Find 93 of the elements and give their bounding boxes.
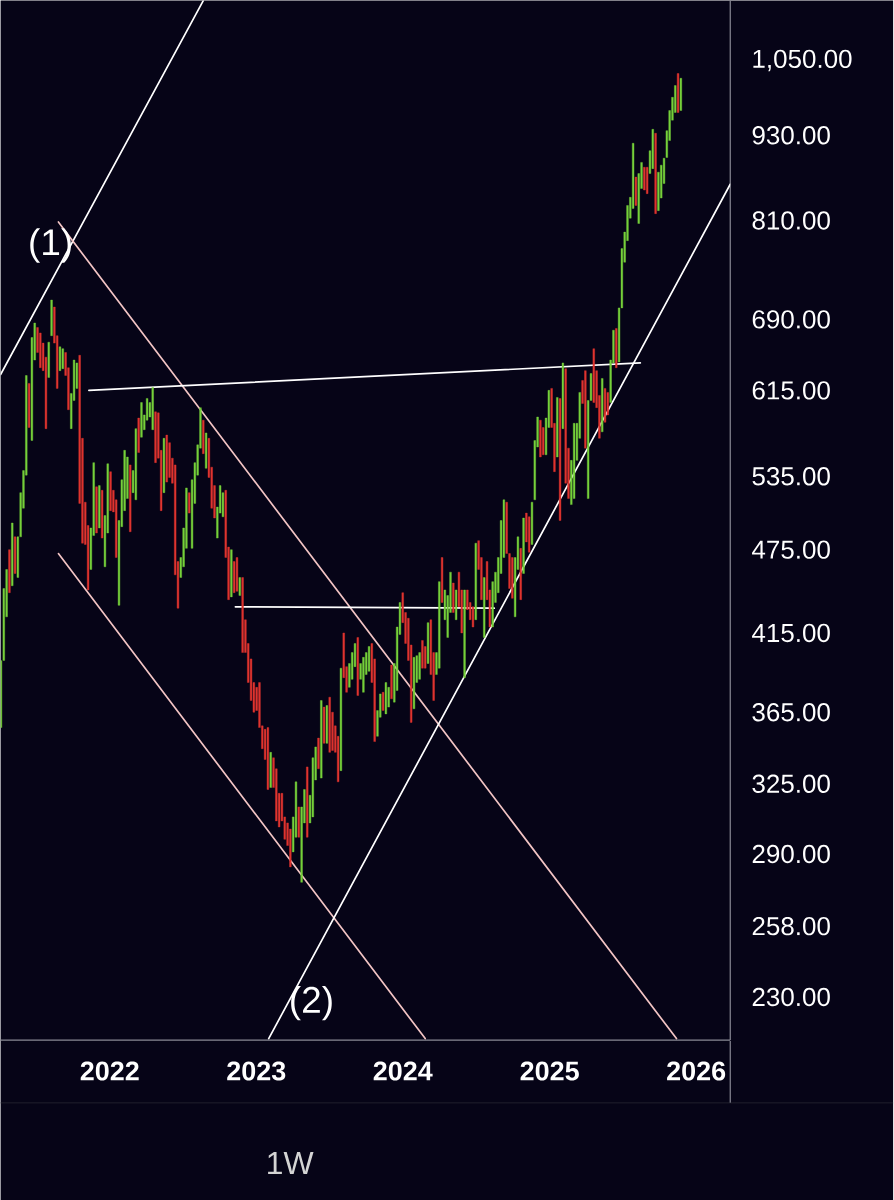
y-tick-label: 365.00 [752,703,831,722]
candlestick [522,517,525,574]
x-tick-label: 2022 [80,1061,139,1081]
candlestick [382,692,385,711]
y-tick-label: 325.00 [752,774,831,793]
y-tick-label: 535.00 [752,467,831,486]
candlestick [188,492,191,514]
candlestick [441,557,444,603]
candlestick [561,362,565,429]
annotation: (1) [30,228,72,263]
candlestick [584,370,587,449]
candlestick [340,667,343,771]
candlestick [241,577,244,653]
candlestick [511,557,514,599]
candlestick [615,328,618,368]
y-tick-label: 258.00 [752,916,831,936]
candlestick [559,398,562,521]
candlestick [151,387,154,430]
candlestick [236,557,239,592]
x-tick-label: 2026 [667,1061,726,1081]
candlestick [384,682,388,715]
candlestick [455,589,458,620]
candlestick [390,664,393,700]
candlestick [101,490,104,539]
y-tick-label: 930.00 [752,126,831,145]
x-tick-label: 2023 [227,1061,286,1081]
candlestick [14,536,17,574]
candlestick [205,432,208,469]
candlestick [474,543,478,620]
candlestick [556,397,559,458]
candlestick [643,167,646,191]
candlestick [95,486,98,534]
candlestick [519,548,522,600]
candlestick [154,411,157,463]
candlestick [320,700,323,779]
y-tick-label: 290.00 [752,844,831,864]
candlestick [98,485,101,529]
y-tick-label: 615.00 [752,381,831,400]
candlestick [266,727,270,790]
candlestick [28,383,31,428]
candlestick [528,516,531,553]
x-tick-label: 2024 [373,1061,433,1081]
candlestick [646,167,649,194]
candlestick [50,299,53,336]
candlestick [297,806,301,838]
candlestick [472,606,475,628]
candlestick [202,419,205,454]
candlestick [11,522,14,586]
candlestick [679,78,683,111]
candlestick [463,589,466,678]
candlestick [317,737,320,769]
candlestick [604,388,607,423]
y-tick-label: 810.00 [752,211,831,230]
candlestick [59,346,62,371]
candlestick [452,582,455,613]
candlestick [8,549,11,593]
candlestick [140,402,143,438]
candlestick [47,341,51,378]
y-tick-label: 415.00 [752,623,831,643]
candlestick [654,133,657,214]
candlestick [427,622,430,664]
y-tick-label: 690.00 [752,310,831,329]
candlestick [238,577,242,596]
candlestick [137,417,140,453]
candlestick [129,464,132,532]
candlestick [306,766,309,838]
y-tick-label: 230.00 [752,987,831,1007]
candlestick [635,176,638,206]
x-tick-label: 2025 [520,1061,580,1081]
candlestick [368,646,371,672]
candlestick [61,348,65,369]
y-tick-label: 475.00 [752,540,831,559]
candlestick [233,561,236,593]
y-tick-label: 1,050.00 [753,49,852,72]
candlestick [677,73,680,113]
annotation: (2) [291,985,332,1021]
candlestick [109,471,112,511]
candlestick [356,637,360,696]
candlestick [230,549,233,598]
candlestick [413,657,416,709]
candlestick [531,501,534,545]
candlestick [328,696,331,753]
candlestick [483,577,486,638]
candlestick [269,752,272,788]
candlestick [539,419,542,458]
candlestick [163,438,166,493]
candlestick [418,652,421,680]
candlestick [134,428,138,500]
candlestick [323,706,326,744]
candlestick [601,378,604,433]
candlestick [421,640,424,669]
text: 1W [268,1152,314,1175]
candlestick [165,434,169,483]
